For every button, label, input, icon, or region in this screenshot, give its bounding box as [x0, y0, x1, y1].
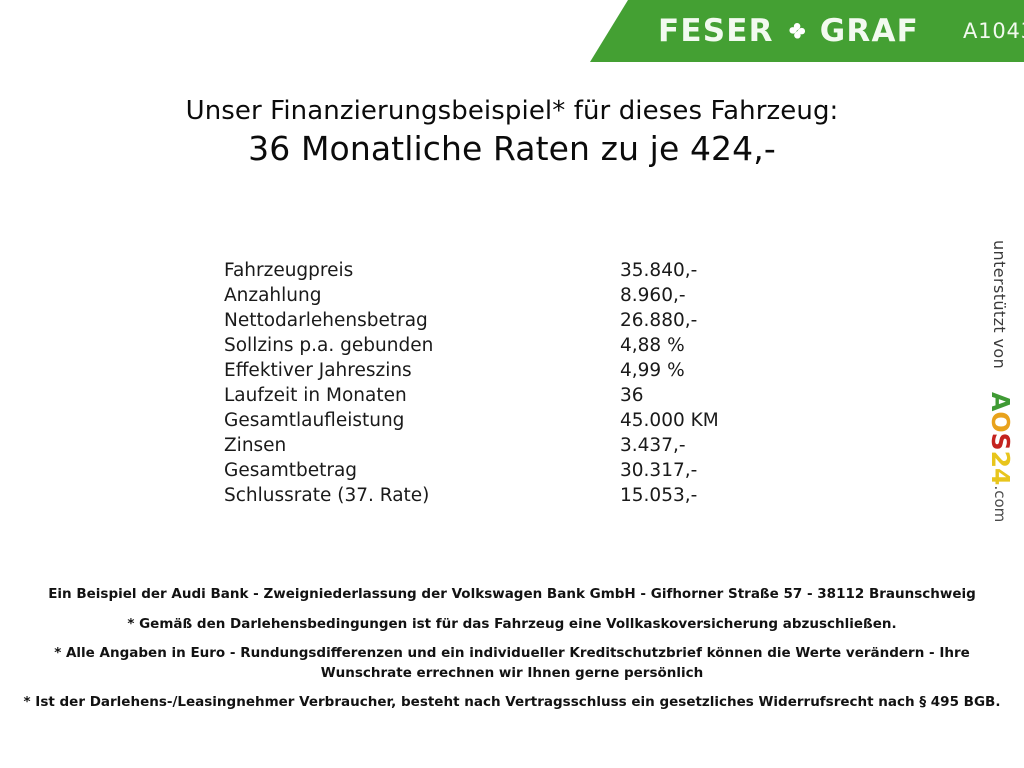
table-row: Anzahlung 8.960,- — [224, 283, 840, 308]
brand-logo: FESER GRAF — [658, 12, 920, 49]
table-row: Gesamtlaufleistung 45.000 KM — [224, 408, 840, 433]
headline-block: Unser Finanzierungsbeispiel* für dieses … — [0, 94, 1024, 170]
table-row: Schlussrate (37. Rate) 15.053,- — [224, 483, 840, 508]
table-row: Laufzeit in Monaten 36 — [224, 383, 840, 408]
finance-details-table: Fahrzeugpreis 35.840,- Anzahlung 8.960,-… — [224, 258, 840, 508]
finance-table-body: Fahrzeugpreis 35.840,- Anzahlung 8.960,-… — [224, 258, 840, 508]
row-label: Fahrzeugpreis — [224, 260, 354, 281]
row-label: Gesamtbetrag — [224, 460, 358, 481]
footer-disclaimer-block: Ein Beispiel der Audi Bank - Zweignieder… — [0, 585, 1024, 713]
row-value: 26.880,- — [620, 310, 698, 331]
row-value: 4,99 % — [620, 360, 685, 381]
row-value: 15.053,- — [620, 485, 698, 506]
aos24-digit-two: 2 — [986, 450, 1015, 469]
row-label: Sollzins p.a. gebunden — [224, 335, 434, 356]
row-value: 4,88 % — [620, 335, 685, 356]
footer-line-bank-info: Ein Beispiel der Audi Bank - Zweignieder… — [48, 586, 976, 602]
aos24-digit-four: 4 — [986, 468, 1015, 486]
table-row: Sollzins p.a. gebunden 4,88 % — [224, 333, 840, 358]
supported-by-label: unterstützt von — [990, 240, 1009, 370]
row-value: 8.960,- — [620, 285, 686, 306]
brand-name-first: FESER — [658, 12, 774, 49]
row-value: 3.437,- — [620, 435, 686, 456]
row-value: 36 — [620, 385, 644, 406]
row-label: Nettodarlehensbetrag — [224, 310, 428, 331]
row-value: 35.840,- — [620, 260, 698, 281]
row-label: Gesamtlaufleistung — [224, 410, 405, 431]
page-title: Unser Finanzierungsbeispiel* für dieses … — [185, 96, 839, 126]
stock-number: A104348 — [963, 19, 1024, 43]
aos24-letter-a: A — [986, 392, 1015, 412]
page-subtitle: 36 Monatliche Raten zu je 424,- — [248, 129, 776, 168]
table-row: Nettodarlehensbetrag 26.880,- — [224, 308, 840, 333]
footer-line-insurance: * Gemäß den Darlehensbedingungen ist für… — [127, 615, 897, 632]
row-value: 30.317,- — [620, 460, 698, 481]
row-value: 45.000 KM — [620, 410, 719, 431]
row-label: Schlussrate (37. Rate) — [224, 485, 430, 506]
footer-line-currency-note: * Alle Angaben in Euro - Rundungsdiffere… — [54, 645, 970, 681]
support-rail: unterstützt von AOS24.com — [986, 240, 1022, 530]
row-label: Laufzeit in Monaten — [224, 385, 407, 406]
aos24-letter-o: O — [986, 411, 1015, 433]
row-label: Anzahlung — [224, 285, 322, 306]
table-row: Zinsen 3.437,- — [224, 433, 840, 458]
row-label: Zinsen — [224, 435, 287, 456]
header-banner: FESER GRAF A104348 — [590, 0, 1024, 62]
aos24-domain-suffix: .com — [991, 485, 1009, 523]
aos24-letter-s: S — [986, 432, 1015, 451]
aos24-logo: AOS24.com — [986, 392, 1015, 523]
clover-icon — [784, 18, 810, 44]
row-label: Effektiver Jahreszins — [224, 360, 412, 381]
table-row: Fahrzeugpreis 35.840,- — [224, 258, 840, 283]
brand-name-second: GRAF — [819, 12, 920, 49]
table-row: Gesamtbetrag 30.317,- — [224, 458, 840, 483]
table-row: Effektiver Jahreszins 4,99 % — [224, 358, 840, 383]
footer-line-withdrawal-right: * Ist der Darlehens-/Leasingnehmer Verbr… — [23, 694, 1001, 710]
